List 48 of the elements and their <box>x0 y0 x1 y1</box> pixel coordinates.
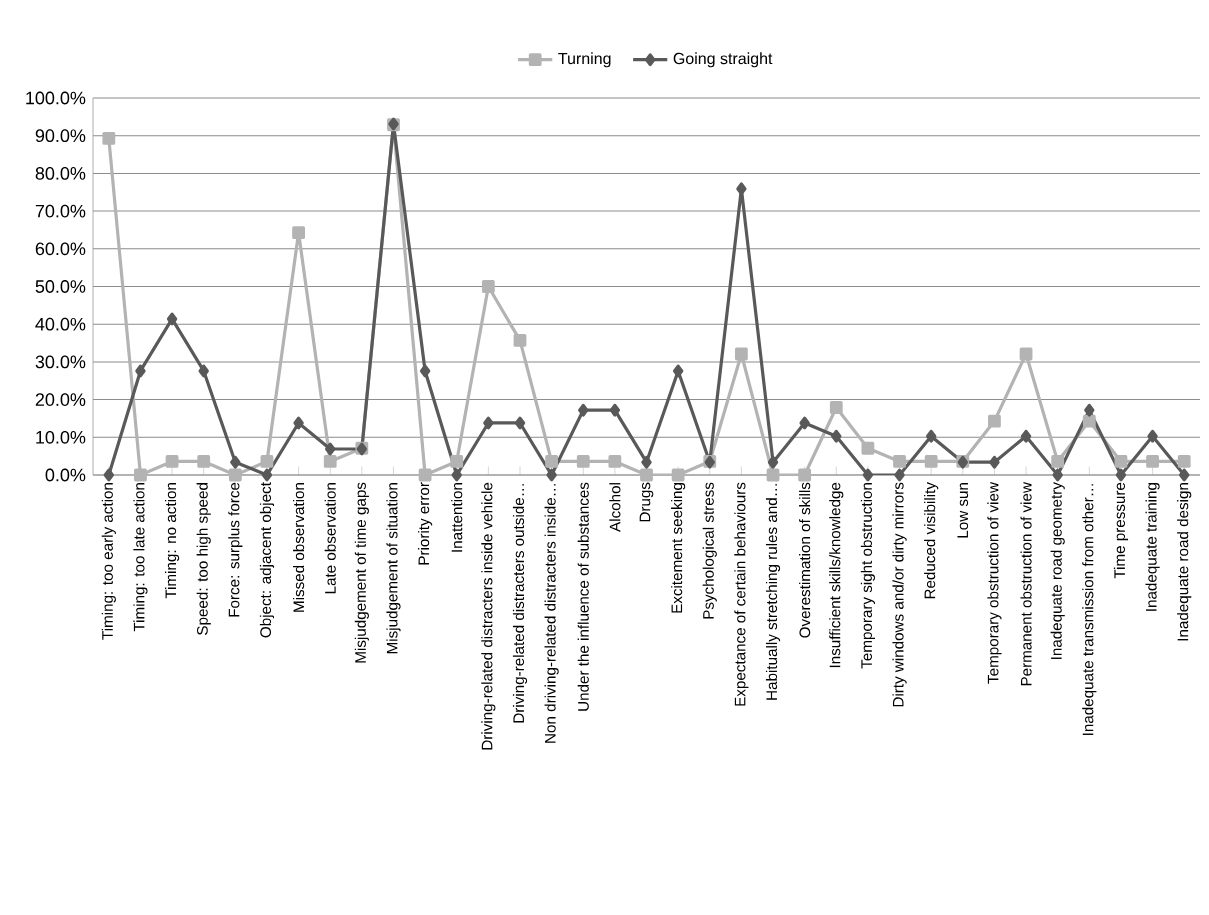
x-tick-label: Inadequate road geometry <box>1050 482 1065 659</box>
x-tick-label: Under the influence of substances <box>577 482 589 711</box>
x-tick-label: Driving-related distracters inside vehicle <box>481 482 496 750</box>
x-tick-label: Dirty windows and/or dirty mirrors <box>892 482 907 707</box>
y-tick-label: 0.0% <box>45 468 86 482</box>
x-tick-label: Permanent obstruction of view <box>1020 482 1032 686</box>
x-tick-label: Misjudgement of situation <box>386 483 401 654</box>
y-tick-label: 20.0% <box>35 393 86 406</box>
x-tick-label: Inadequate road design <box>1177 483 1192 641</box>
y-tick-label: 30.0% <box>35 355 86 369</box>
x-tick-label: Insufficient skills/knowledge <box>829 482 844 668</box>
legend-label: Going straight <box>673 52 773 68</box>
x-tick-label: Misjudgement of time gaps <box>354 482 369 663</box>
x-tick-label: Driving-related distracters outside… <box>512 484 528 723</box>
x-tick-label: Reduced visibility <box>924 482 939 599</box>
y-tick-label: 70.0% <box>35 204 86 218</box>
x-tick-label: Timing: too early action <box>101 483 116 640</box>
x-tick-label: Inadequate transmission from other… <box>1082 484 1097 735</box>
x-tick-label: Non driving-related distracters inside… <box>544 484 559 743</box>
x-tick-label: Timing: no action <box>164 483 180 599</box>
y-tick-label: 10.0% <box>36 430 86 444</box>
x-tick-label: Object: adjacent object <box>259 482 275 638</box>
x-tick-label: Missed observation <box>293 483 305 612</box>
x-tick-label: Speed: too high speed <box>196 483 211 635</box>
y-tick-label: 50.0% <box>35 280 86 293</box>
x-tick-label: Inadequate training <box>1145 483 1160 611</box>
x-tick-label: Habitually stretching rules and… <box>765 484 781 700</box>
y-tick-label: 80.0% <box>35 167 86 180</box>
x-tick-label: Time pressure <box>1113 482 1129 579</box>
x-tick-label: Force: surplus force <box>228 482 243 617</box>
x-tick-label: Low sun <box>957 483 969 538</box>
y-tick-label: 40.0% <box>35 317 86 331</box>
x-tick-label: Drugs <box>639 482 654 522</box>
x-tick-label: Late observation <box>324 483 336 594</box>
y-tick-label: 100.0% <box>26 91 86 105</box>
x-tick-label: Alcohol <box>609 483 621 532</box>
x-tick-label: Temporary obstruction of view <box>987 482 1002 684</box>
x-tick-label: Overestimation of skills <box>799 482 811 638</box>
y-tick-label: 60.0% <box>35 242 86 256</box>
x-tick-label: Priority error <box>418 482 433 565</box>
x-tick-label: Timing: too late action <box>133 483 148 632</box>
x-tick-label: Psychological stress <box>702 482 717 619</box>
legend-label: Turning <box>558 52 611 68</box>
x-tick-label: Inattention <box>451 483 463 552</box>
y-tick-label: 90.0% <box>35 129 86 143</box>
x-tick-label: Expectance of certain behaviours <box>734 482 749 706</box>
x-tick-label: Excitement seeking <box>671 483 686 613</box>
x-tick-label: Temporary sight obstruction <box>860 483 876 669</box>
